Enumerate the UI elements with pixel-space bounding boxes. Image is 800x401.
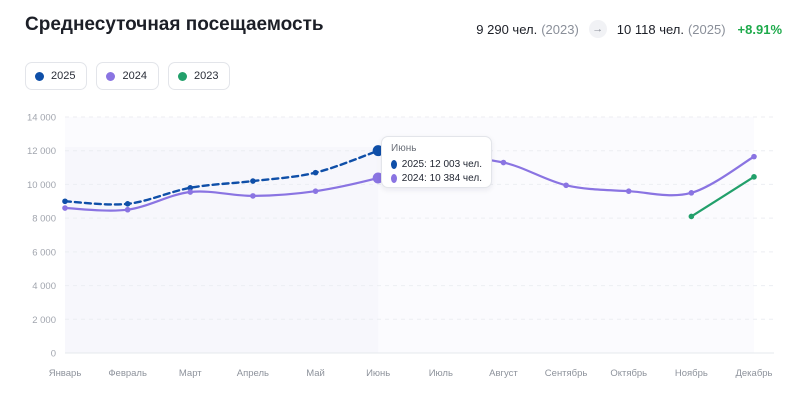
tooltip-dot-2025 bbox=[391, 160, 397, 169]
x-tick-label: Апрель bbox=[237, 368, 269, 379]
data-point-2024 bbox=[688, 190, 695, 196]
summary-right-year: (2025) bbox=[687, 21, 726, 37]
y-tick-label: 6 000 bbox=[32, 247, 56, 258]
chart-title: Среднесуточная посещаемость bbox=[25, 14, 324, 35]
highlight-band bbox=[65, 147, 379, 353]
data-point-2024 bbox=[312, 188, 319, 194]
y-tick-label: 0 bbox=[51, 349, 56, 360]
series-line-2023 bbox=[690, 175, 756, 218]
data-point-2025 bbox=[372, 145, 384, 157]
legend-item-2023[interactable]: 2023 bbox=[167, 62, 231, 90]
legend: 2025 2024 2023 bbox=[25, 62, 231, 90]
x-tick-label: Октябрь bbox=[610, 368, 647, 379]
x-tick-label: Январь bbox=[49, 368, 82, 379]
legend-item-2025[interactable]: 2025 bbox=[25, 62, 88, 90]
data-point-2025 bbox=[312, 169, 319, 176]
legend-dot-2024 bbox=[106, 71, 116, 81]
tooltip-month: Июнь bbox=[391, 143, 417, 154]
summary-left-value: 9 290 чел. bbox=[476, 21, 538, 37]
legend-dot-2023 bbox=[177, 71, 187, 81]
y-tick-label: 14 000 bbox=[27, 113, 56, 124]
x-tick-label: Декабрь bbox=[735, 368, 772, 379]
data-point-2024 bbox=[751, 153, 757, 160]
summary-change: +8.91% bbox=[737, 21, 782, 37]
y-tick-label: 8 000 bbox=[32, 214, 56, 225]
tooltip: Июнь 2025: 12 003 чел. 2024: 10 384 чел. bbox=[381, 136, 492, 188]
x-tick-label: Ноябрь bbox=[675, 368, 708, 379]
x-tick-label: Июль bbox=[429, 368, 453, 379]
summary-left-year: (2023) bbox=[541, 21, 579, 37]
data-point-2023 bbox=[751, 174, 757, 180]
x-tick-label: Май bbox=[306, 368, 325, 379]
x-tick-label: Март bbox=[179, 368, 202, 379]
data-point-2024 bbox=[372, 172, 384, 184]
legend-dot-2025 bbox=[35, 71, 44, 81]
data-point-2024 bbox=[625, 188, 632, 194]
legend-label-2024: 2024 bbox=[122, 70, 147, 82]
tooltip-row-2025: 2025: 12 003 чел. bbox=[391, 159, 482, 170]
legend-label-2023: 2023 bbox=[193, 70, 219, 82]
data-point-2024 bbox=[124, 206, 131, 213]
data-point-2025 bbox=[187, 185, 194, 191]
x-tick-label: Июнь bbox=[366, 368, 390, 379]
x-tick-label: Сентябрь bbox=[545, 368, 588, 379]
legend-item-2024[interactable]: 2024 bbox=[96, 62, 159, 90]
x-tick-label: Август bbox=[489, 368, 518, 379]
summary-right-value: 10 118 чел. bbox=[616, 21, 684, 37]
summary-bar: 9 290 чел. (2023) → 10 118 чел. (2025) +… bbox=[476, 20, 782, 38]
y-tick-label: 2 000 bbox=[32, 315, 56, 326]
y-tick-label: 4 000 bbox=[32, 281, 56, 292]
tooltip-row-2024: 2024: 10 384 чел. bbox=[391, 173, 482, 184]
data-point-2025 bbox=[124, 201, 131, 207]
series-line-2025 bbox=[63, 149, 380, 206]
x-tick-label: Февраль bbox=[108, 368, 147, 379]
data-point-2025 bbox=[250, 178, 256, 184]
data-point-2024 bbox=[250, 193, 256, 199]
data-point-2024 bbox=[187, 189, 194, 195]
data-point-2023 bbox=[688, 213, 695, 220]
data-point-2024 bbox=[62, 205, 68, 211]
legend-label-2025: 2025 bbox=[51, 70, 76, 82]
y-tick-label: 10 000 bbox=[27, 180, 56, 191]
arrow-right-icon: → bbox=[588, 20, 607, 38]
data-point-2025 bbox=[62, 198, 68, 205]
data-point-2024 bbox=[500, 159, 507, 166]
tooltip-dot-2024 bbox=[391, 174, 397, 183]
y-tick-label: 12 000 bbox=[27, 146, 56, 157]
data-point-2024 bbox=[563, 182, 569, 189]
tooltip-text-2025: 2025: 12 003 чел. bbox=[401, 159, 482, 170]
tooltip-text-2024: 2024: 10 384 чел. bbox=[401, 173, 482, 184]
